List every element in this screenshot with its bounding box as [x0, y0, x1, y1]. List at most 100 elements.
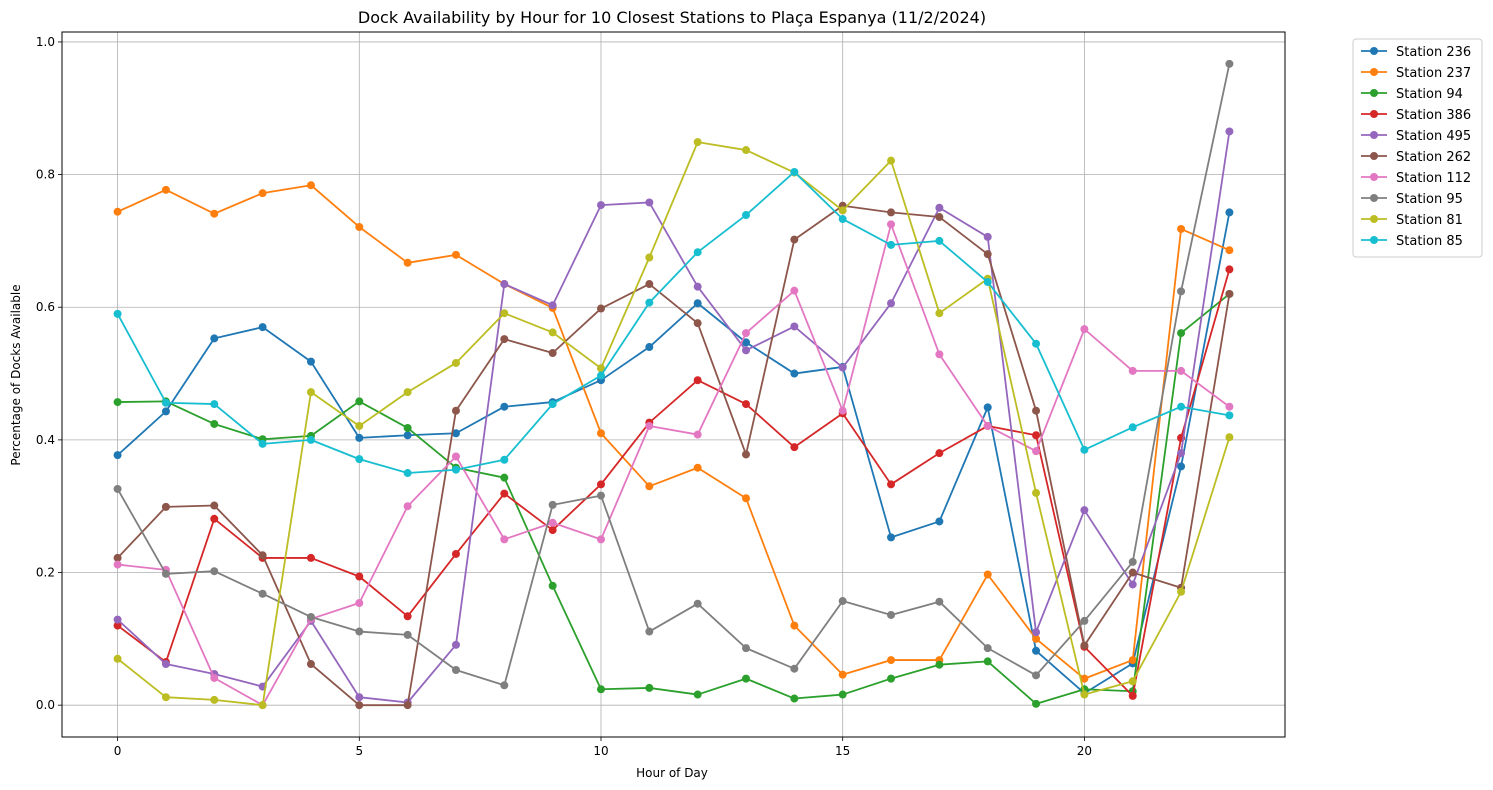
data-point [1080, 445, 1089, 454]
data-point [596, 429, 605, 438]
data-point [983, 570, 992, 579]
data-point [887, 208, 896, 217]
data-point [355, 627, 364, 636]
data-point [1080, 641, 1089, 650]
data-point [161, 398, 170, 407]
legend-label: Station 81 [1396, 213, 1463, 228]
data-point [838, 363, 847, 372]
data-point [113, 654, 122, 663]
data-point [645, 421, 654, 430]
legend-marker [1370, 68, 1378, 76]
data-point [935, 517, 944, 526]
data-point [887, 156, 896, 165]
series-station-237 [113, 181, 1234, 683]
data-point [500, 335, 509, 344]
data-point [742, 211, 751, 220]
data-point [693, 430, 702, 439]
data-point [403, 469, 412, 478]
legend-marker [1370, 110, 1378, 118]
series-line [117, 293, 1230, 705]
data-point [1225, 59, 1234, 68]
data-point [403, 431, 412, 440]
data-point [693, 599, 702, 608]
data-point [1177, 402, 1186, 411]
data-point [161, 569, 170, 578]
data-point [742, 450, 751, 459]
data-point [596, 685, 605, 694]
data-point [693, 690, 702, 699]
data-point [1032, 447, 1041, 456]
data-point [742, 644, 751, 653]
series-station-495 [113, 127, 1234, 707]
legend-item: Station 94 [1361, 87, 1463, 102]
data-point [838, 597, 847, 606]
series-line [116, 63, 1231, 687]
data-point [113, 207, 122, 216]
data-point [210, 501, 219, 510]
data-point [645, 198, 654, 207]
data-point [113, 309, 122, 318]
data-point [596, 480, 605, 489]
data-point [1225, 246, 1234, 255]
data-point [258, 701, 267, 710]
data-point [1032, 406, 1041, 415]
data-point [258, 439, 267, 448]
legend-marker [1370, 215, 1378, 223]
y-tick-label: 0.8 [36, 168, 55, 182]
data-point [693, 248, 702, 257]
legend-label: Station 386 [1396, 108, 1471, 123]
data-point [645, 627, 654, 636]
data-point [790, 621, 799, 630]
data-point [1128, 580, 1137, 589]
legend-item: Station 81 [1361, 213, 1463, 228]
legend-label: Station 237 [1396, 66, 1471, 81]
legend-label: Station 85 [1396, 234, 1463, 249]
data-point [451, 429, 460, 438]
data-point [451, 452, 460, 461]
y-tick-label: 0.0 [36, 698, 55, 712]
series-line [117, 184, 1230, 680]
data-point [838, 690, 847, 699]
data-point [645, 253, 654, 262]
data-point [1080, 674, 1089, 683]
data-point [548, 500, 557, 509]
data-point [1032, 628, 1041, 637]
y-tick-label: 1.0 [36, 35, 55, 49]
data-point [1128, 656, 1137, 665]
data-point [210, 209, 219, 218]
y-axis-label: Percentage of Docks Available [9, 284, 23, 465]
data-point [645, 482, 654, 491]
data-point [790, 664, 799, 673]
data-point [935, 597, 944, 606]
data-point [113, 621, 122, 630]
data-point [935, 236, 944, 245]
data-point [306, 181, 315, 190]
x-tick-label: 15 [835, 744, 850, 758]
legend-label: Station 94 [1396, 87, 1463, 102]
data-point [1225, 127, 1234, 136]
data-point [548, 581, 557, 590]
data-point [355, 693, 364, 702]
series-station-112 [113, 220, 1234, 710]
data-point [1128, 423, 1137, 432]
legend-label: Station 236 [1396, 45, 1471, 60]
legend-item: Station 236 [1361, 45, 1471, 60]
data-point [838, 670, 847, 679]
x-tick-label: 5 [355, 744, 363, 758]
data-point [548, 400, 557, 409]
data-point [306, 435, 315, 444]
data-point [210, 695, 219, 704]
data-point [693, 319, 702, 328]
data-point [1080, 506, 1089, 515]
data-point [742, 329, 751, 338]
data-point [983, 250, 992, 259]
data-point [306, 357, 315, 366]
data-point [887, 240, 896, 249]
data-point [355, 599, 364, 608]
data-point [645, 280, 654, 289]
data-point [742, 674, 751, 683]
data-point [1032, 488, 1041, 497]
legend-item: Station 112 [1361, 171, 1471, 186]
data-point [693, 463, 702, 472]
data-point [355, 572, 364, 581]
